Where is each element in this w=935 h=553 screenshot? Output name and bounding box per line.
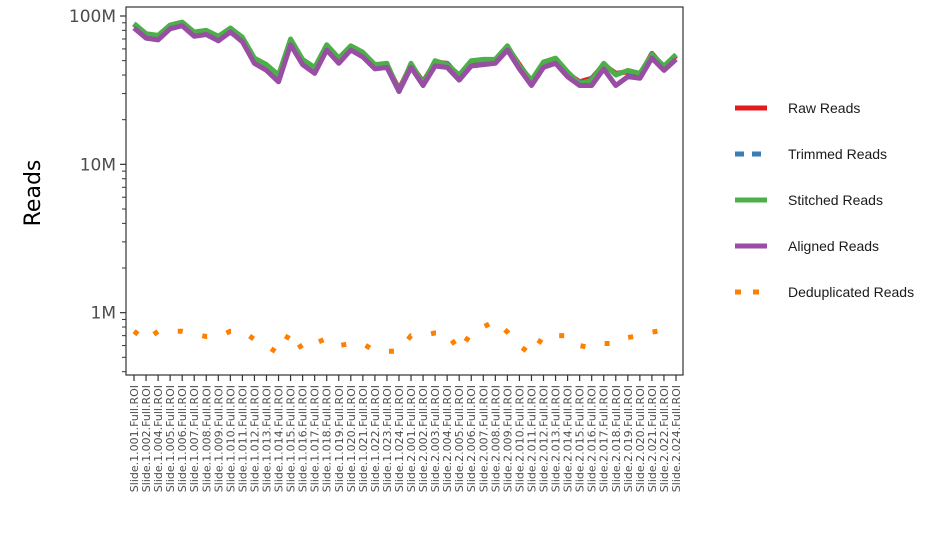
x-axis: Slide.1.001.Full.ROI Slide.1.002.Full.ROI… [128,375,683,492]
x-tick-label: Slide.1.009.Full.ROI [212,385,225,492]
x-tick-label: Slide.1.005.Full.ROI [164,385,177,492]
y-axis: 1M 10M 100M [69,7,126,373]
x-tick-label: Slide.2.007.Full.ROI [477,385,490,492]
x-tick-label: Slide.2.003.Full.ROI [429,385,442,492]
legend-label: Aligned Reads [788,238,879,254]
x-tick-label: Slide.1.010.Full.ROI [224,385,237,492]
x-tick-label: Slide.2.008.Full.ROI [489,385,502,492]
x-tick-label: Slide.2.024.Full.ROI [670,385,683,492]
x-tick-label: Slide.2.004.Full.ROI [441,385,454,492]
series-layer [132,19,678,358]
legend-label: Raw Reads [788,100,860,116]
x-tick-label: Slide.2.010.Full.ROI [513,385,526,492]
x-tick-label: Slide.1.013.Full.ROI [260,385,273,492]
x-tick-label: Slide.1.012.Full.ROI [248,385,261,492]
x-tick-label: Slide.1.004.Full.ROI [152,385,165,492]
x-tick-label: Slide.2.011.Full.ROI [525,385,538,492]
x-tick-label: Slide.2.006.Full.ROI [465,385,478,492]
x-tick-label: Slide.2.022.Full.ROI [658,385,671,492]
y-axis-title: Reads [21,160,46,227]
x-tick-label: Slide.1.018.Full.ROI [321,385,334,492]
x-tick-label: Slide.1.002.Full.ROI [140,385,153,492]
x-tick-label: Slide.2.013.Full.ROI [550,385,563,492]
x-tick-label: Slide.1.011.Full.ROI [236,385,249,492]
x-tick-label: Slide.1.019.Full.ROI [333,385,346,492]
x-tick-label: Slide.1.024.Full.ROI [393,385,406,492]
y-tick-label: 1M [91,304,116,324]
x-tick-label: Slide.2.005.Full.ROI [453,385,466,492]
x-tick-label: Slide.2.017.Full.ROI [598,385,611,492]
x-tick-label: Slide.2.001.Full.ROI [405,385,418,492]
x-tick-label: Slide.1.001.Full.ROI [128,385,141,492]
x-tick-label: Slide.1.008.Full.ROI [200,385,213,492]
legend-label: Deduplicated Reads [788,284,914,300]
x-tick-label: Slide.1.007.Full.ROI [188,385,201,492]
x-tick-label: Slide.2.012.Full.ROI [538,385,551,492]
legend: Raw Reads Trimmed Reads Stitched Reads Alig… [735,100,914,300]
x-tick-label: Slide.1.020.Full.ROI [345,385,358,492]
x-tick-label: Slide.1.017.Full.ROI [309,385,322,492]
plot-panel-border [125,6,684,376]
x-tick-label: Slide.2.019.Full.ROI [622,385,635,492]
legend-label: Trimmed Reads [788,146,887,162]
x-tick-label: Slide.1.014.Full.ROI [273,385,286,492]
x-tick-label: Slide.2.009.Full.ROI [501,385,514,492]
x-tick-label: Slide.1.015.Full.ROI [285,385,298,492]
legend-label: Stitched Reads [788,192,883,208]
x-tick-label: Slide.2.016.Full.ROI [586,385,599,492]
x-tick-label: Slide.2.015.Full.ROI [574,385,587,492]
x-tick-label: Slide.1.022.Full.ROI [369,385,382,492]
x-tick-label: Slide.1.023.Full.ROI [381,385,394,492]
x-tick-label: Slide.2.018.Full.ROI [610,385,623,492]
x-tick-label: Slide.2.002.Full.ROI [417,385,430,492]
x-tick-label: Slide.1.016.Full.ROI [297,385,310,492]
x-tick-label: Slide.1.021.Full.ROI [357,385,370,492]
x-tick-label: Slide.1.006.Full.ROI [176,385,189,492]
series-line-aligned-reads [132,23,678,94]
y-tick-label: 10M [80,155,116,175]
x-tick-label: Slide.2.021.Full.ROI [646,385,659,492]
y-tick-label: 100M [69,7,116,27]
x-tick-label: Slide.2.014.Full.ROI [562,385,575,492]
x-tick-label: Slide.2.020.Full.ROI [634,385,647,492]
